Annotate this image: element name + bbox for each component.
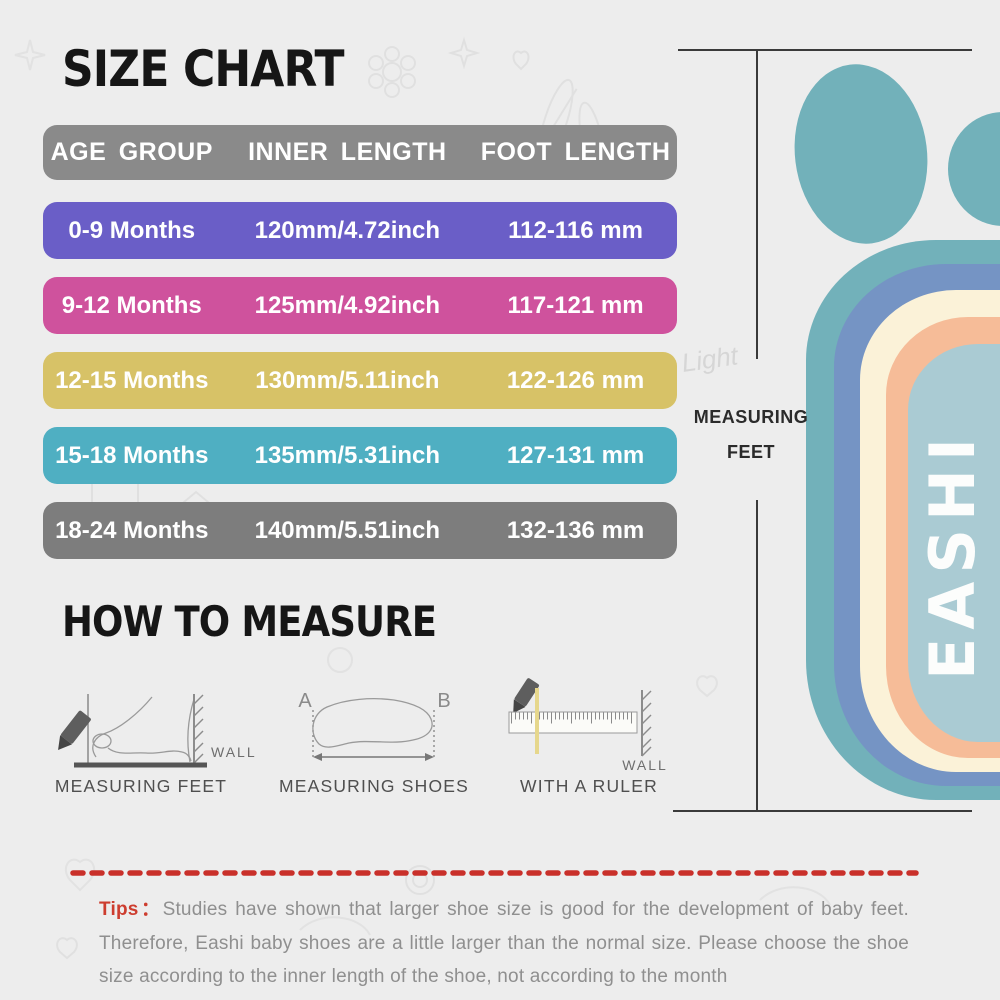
point-a-label: A: [298, 690, 312, 712]
table-row: 9-12 Months 125mm/4.92inch 117-121 mm: [43, 277, 677, 334]
point-b-label: B: [437, 690, 450, 712]
caption-line1: MEASURING: [693, 407, 809, 427]
wall-label: WALL: [211, 744, 257, 760]
diagram-measuring-feet: WALL MEASURING FEET: [55, 694, 257, 796]
ruler-icon: [508, 711, 638, 734]
table-header-row: AGE GROUP INNER LENGTH FOOT LENGTH: [43, 125, 677, 180]
measure-line-top: [678, 49, 972, 51]
length-arrow: [313, 753, 434, 761]
section-title-how-to-measure: HOW TO MEASURE: [62, 597, 437, 646]
wall-hatching: [193, 694, 204, 764]
tips-paragraph: Tips：Studies have shown that larger shoe…: [99, 893, 909, 994]
age-cell: 15-18 Months: [55, 441, 209, 469]
measure-line-vertical: [756, 500, 758, 811]
page-title: SIZE CHART: [62, 40, 345, 98]
inner-cell: 130mm/5.11inch: [255, 366, 440, 394]
foot-cell: 127-131 mm: [506, 441, 645, 469]
pencil-icon: [513, 678, 539, 714]
col-header-foot-length: FOOT LENGTH: [480, 138, 671, 166]
how-to-measure-diagrams: WALL MEASURING FEET A B MEASURING SHOES: [55, 678, 668, 796]
table-row: 0-9 Months 120mm/4.72inch 112-116 mm: [43, 202, 677, 259]
tips-label: Tips：: [99, 899, 163, 920]
tips-text: Studies have shown that larger shoe size…: [99, 899, 909, 987]
wall-hatching: [641, 690, 652, 757]
table-row: 18-24 Months 140mm/5.51inch 132-136 mm: [43, 502, 677, 559]
age-cell: 12-15 Months: [55, 366, 209, 394]
inner-cell: 140mm/5.51inch: [254, 516, 441, 544]
diagram-label: MEASURING FEET: [55, 776, 227, 796]
brand-logo-text: EASHI: [916, 430, 989, 680]
measure-line-vertical: [756, 49, 758, 359]
age-cell: 18-24 Months: [55, 516, 209, 544]
diagram-label: MEASURING SHOES: [279, 776, 469, 796]
age-cell: 9-12 Months: [61, 291, 202, 319]
foot-cell: 117-121 mm: [507, 291, 644, 319]
caption-line2: FEET: [726, 442, 775, 462]
inner-cell: 135mm/5.31inch: [254, 441, 441, 469]
col-header-inner-length: INNER LENGTH: [248, 138, 447, 166]
col-header-age-group: AGE GROUP: [50, 138, 213, 166]
shoe-sole-sketch: [312, 698, 433, 748]
foot-cell: 122-126 mm: [506, 366, 645, 394]
foot-cell: 132-136 mm: [506, 516, 645, 544]
foot-cell: 112-116 mm: [508, 216, 643, 244]
doodle-light-text: Light: [680, 340, 742, 378]
age-cell: 0-9 Months: [68, 216, 196, 244]
dashed-divider: [70, 870, 919, 876]
inner-cell: 120mm/4.72inch: [254, 216, 441, 244]
inner-cell: 125mm/4.92inch: [254, 291, 441, 319]
wall-label: WALL: [622, 757, 668, 773]
foot-profile-sketch: [92, 696, 195, 763]
table-row: 15-18 Months 135mm/5.31inch 127-131 mm: [43, 427, 677, 484]
diagram-label: WITH A RULER: [520, 776, 658, 796]
measuring-feet-caption: MEASURING FEET: [688, 400, 814, 470]
foot-inner-sole: [908, 344, 1000, 742]
pencil-icon: [58, 710, 91, 751]
diagram-measuring-shoes: A B MEASURING SHOES: [279, 690, 469, 796]
table-row: 12-15 Months 130mm/5.11inch 122-126 mm: [43, 352, 677, 409]
measure-line-bottom: [673, 810, 972, 812]
diagram-with-a-ruler: WALL WITH A RULER: [508, 678, 668, 796]
